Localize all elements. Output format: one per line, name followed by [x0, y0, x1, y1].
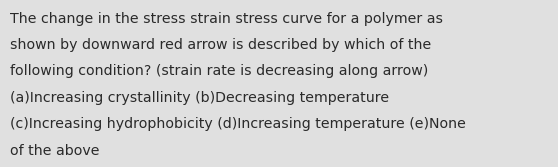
Text: of the above: of the above	[10, 144, 99, 158]
Text: shown by downward red arrow is described by which of the: shown by downward red arrow is described…	[10, 38, 431, 52]
Text: (c)Increasing hydrophobicity (d)Increasing temperature (e)None: (c)Increasing hydrophobicity (d)Increasi…	[10, 117, 466, 131]
Text: following condition? (strain rate is decreasing along arrow): following condition? (strain rate is dec…	[10, 64, 429, 78]
Text: (a)Increasing crystallinity (b)Decreasing temperature: (a)Increasing crystallinity (b)Decreasin…	[10, 91, 389, 105]
Text: The change in the stress strain stress curve for a polymer as: The change in the stress strain stress c…	[10, 12, 443, 26]
